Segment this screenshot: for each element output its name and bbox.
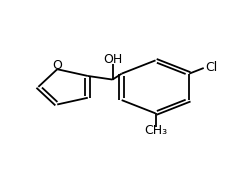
Text: O: O (52, 59, 62, 72)
Text: CH₃: CH₃ (144, 124, 167, 137)
Text: OH: OH (103, 53, 122, 66)
Text: Cl: Cl (205, 61, 217, 74)
